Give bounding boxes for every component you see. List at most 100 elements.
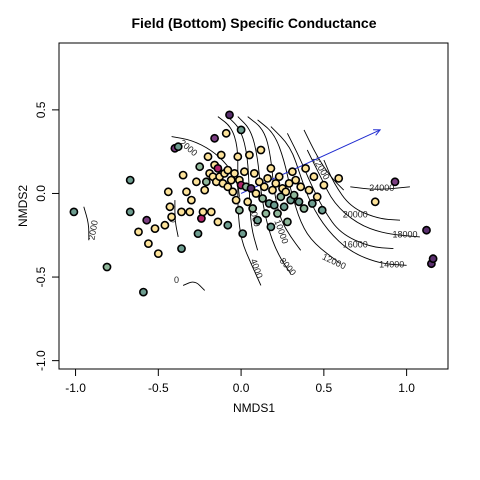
site-point: [173, 142, 183, 152]
contour-label: 8000: [278, 256, 299, 278]
site-point: [301, 163, 310, 173]
contour-label: 4000: [248, 257, 264, 279]
site-point: [256, 145, 266, 155]
chart-title: Field (Bottom) Specific Conductance: [131, 15, 376, 31]
site-point: [307, 199, 317, 208]
contour-label: 0: [174, 275, 179, 285]
site-point: [177, 244, 186, 253]
contour-line: [83, 206, 90, 241]
site-point: [223, 165, 233, 175]
site-point: [244, 150, 254, 160]
site-point: [294, 197, 304, 207]
site-point: [138, 287, 148, 297]
contour-label: 14000: [379, 260, 404, 270]
site-point: [258, 194, 267, 203]
site-point: [233, 152, 243, 162]
x-tick-label: 1.0: [398, 381, 415, 395]
site-point: [213, 163, 223, 173]
x-tick-label: -0.5: [148, 381, 169, 395]
site-point: [223, 220, 233, 230]
site-point: [210, 133, 219, 143]
site-point: [273, 209, 282, 218]
site-point: [213, 217, 223, 227]
contour-line: [237, 116, 292, 274]
site-point: [177, 207, 186, 217]
contour-lines: 0020002000400060008000100001200014000160…: [83, 116, 420, 291]
site-point: [163, 187, 173, 197]
site-point: [249, 168, 259, 178]
contour-line: [182, 281, 206, 291]
site-point: [279, 202, 289, 212]
site-point: [198, 207, 208, 217]
y-tick-label: 0.0: [34, 185, 48, 202]
site-point: [334, 173, 344, 183]
site-point: [309, 172, 319, 182]
site-point: [428, 254, 438, 264]
site-point: [268, 185, 277, 195]
site-point: [150, 224, 160, 233]
site-point: [284, 178, 294, 188]
site-point: [289, 190, 299, 200]
site-point: [263, 173, 272, 183]
site-point: [193, 229, 203, 238]
site-point: [248, 204, 258, 213]
site-point: [221, 128, 231, 138]
site-point: [299, 204, 309, 213]
site-point: [239, 167, 249, 177]
site-point: [259, 182, 269, 192]
site-point: [276, 192, 286, 202]
y-axis-label: NMDS2: [16, 185, 30, 227]
y-tick-label: -0.5: [34, 266, 48, 287]
site-point: [296, 182, 306, 192]
site-point: [266, 222, 276, 232]
site-point: [134, 227, 143, 237]
site-point: [69, 207, 79, 217]
site-point: [142, 215, 152, 225]
site-point: [370, 197, 380, 207]
contour-line: [174, 200, 179, 237]
vector-arrowhead: [373, 129, 382, 136]
site-point: [230, 168, 239, 178]
site-points: [69, 110, 438, 297]
x-tick-label: -1.0: [65, 381, 86, 395]
contour-label: 24000: [369, 183, 394, 193]
site-point: [165, 202, 175, 212]
x-tick-label: 0.0: [233, 381, 250, 395]
site-point: [125, 207, 135, 217]
site-point: [274, 172, 284, 182]
site-point: [422, 225, 431, 235]
site-point: [234, 205, 244, 215]
site-point: [216, 150, 226, 160]
site-point: [243, 197, 253, 207]
site-point: [143, 239, 153, 248]
site-point: [201, 177, 211, 187]
site-point: [167, 212, 176, 222]
site-point: [225, 110, 234, 120]
contour-line: [257, 119, 341, 265]
site-point: [246, 183, 256, 193]
contour-label: 20000: [343, 210, 368, 220]
site-point: [178, 170, 188, 180]
y-axis: -1.0 -0.5 0.0 0.5: [34, 101, 60, 371]
site-point: [287, 167, 297, 177]
contour-line: [227, 116, 259, 251]
contour-line: [323, 159, 401, 221]
site-point: [251, 189, 261, 198]
site-point: [282, 217, 292, 227]
x-axis: -1.0 -0.5 0.0 0.5 1.0: [65, 368, 415, 395]
site-point: [223, 182, 233, 192]
site-point: [203, 152, 213, 162]
site-point: [206, 207, 216, 217]
x-axis-label: NMDS1: [233, 401, 275, 415]
site-point: [186, 195, 196, 205]
site-point: [254, 177, 264, 187]
site-point: [125, 175, 135, 185]
site-point: [312, 192, 322, 202]
site-point: [153, 249, 163, 258]
site-point: [191, 177, 201, 187]
site-point: [228, 187, 238, 197]
site-point: [102, 262, 112, 272]
contour-line: [303, 129, 345, 191]
site-point: [319, 180, 329, 190]
